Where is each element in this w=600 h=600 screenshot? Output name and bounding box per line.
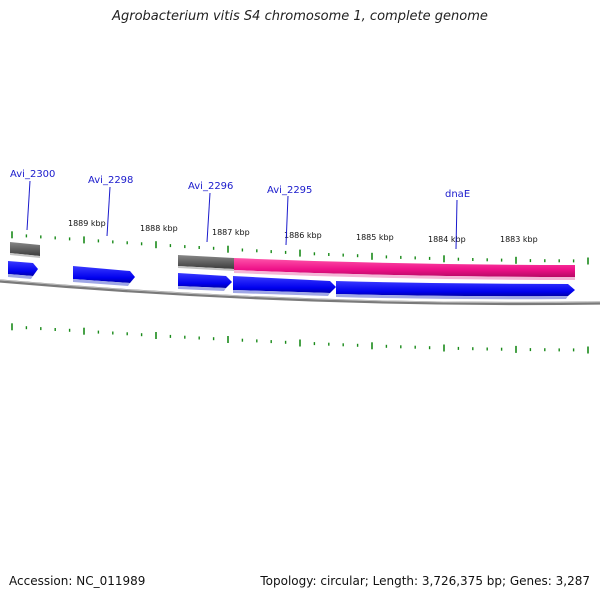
feature-cds-pink[interactable] — [234, 258, 575, 280]
gene-arrow-avi-2296[interactable] — [178, 273, 232, 291]
accession-label: Accession: NC_011989 — [9, 574, 146, 588]
gene-arrow-avi-2298[interactable] — [73, 266, 135, 286]
outer-feature-lane — [10, 242, 575, 280]
inner-gene-lane — [8, 261, 575, 300]
chromosome-backbone — [0, 279, 600, 306]
chromosome-backbone-highlight — [0, 279, 600, 303]
gene-label-avi-2300[interactable]: Avi_2300 — [10, 169, 55, 180]
gene-label-dnae[interactable]: dnaE — [445, 189, 470, 200]
inner-scale-ticks — [11, 323, 589, 354]
tick-label-1888: 1888 kbp — [140, 224, 178, 233]
feature-avi-2296-outer[interactable] — [178, 255, 234, 271]
gene-label-avi-2295[interactable]: Avi_2295 — [267, 185, 312, 196]
map-title: Agrobacterium vitis S4 chromosome 1, com… — [112, 9, 488, 24]
tick-label-1887: 1887 kbp — [212, 228, 250, 237]
gene-label-leaders — [26, 180, 458, 250]
tick-label-1883: 1883 kbp — [500, 235, 538, 244]
gene-labels: Avi_2300 Avi_2298 Avi_2296 Avi_2295 dnaE — [10, 169, 470, 200]
gene-label-avi-2298[interactable]: Avi_2298 — [88, 175, 133, 186]
feature-avi-2300-outer[interactable] — [10, 242, 40, 258]
tick-label-1884: 1884 kbp — [428, 235, 466, 244]
genome-summary: Topology: circular; Length: 3,726,375 bp… — [260, 574, 590, 588]
scale-labels: 1889 kbp 1888 kbp 1887 kbp 1886 kbp 1885… — [68, 219, 538, 244]
tick-label-1885: 1885 kbp — [356, 233, 394, 242]
gene-arrow-avi-2295[interactable] — [233, 276, 336, 296]
tick-label-1886: 1886 kbp — [284, 231, 322, 240]
gene-arrow-avi-2300[interactable] — [8, 261, 38, 279]
tick-label-1889: 1889 kbp — [68, 219, 106, 228]
gene-arrow-dnae[interactable] — [336, 281, 575, 300]
gene-label-avi-2296[interactable]: Avi_2296 — [188, 181, 233, 192]
outer-scale-ticks — [11, 231, 589, 265]
